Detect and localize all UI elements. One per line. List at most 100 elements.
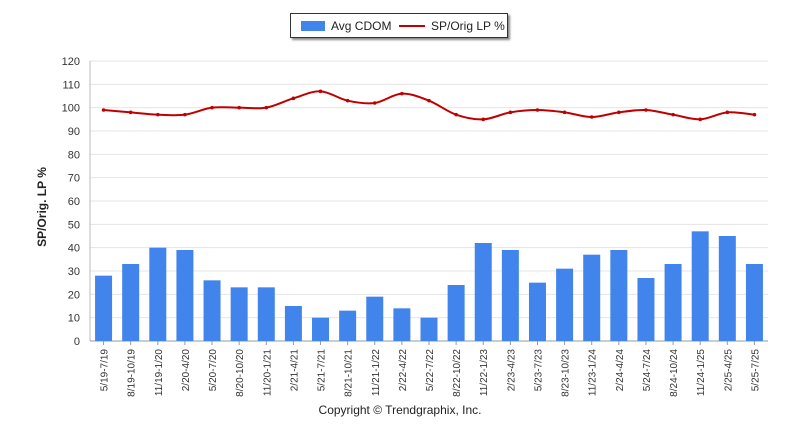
line-point xyxy=(508,110,513,115)
line-point xyxy=(644,108,648,112)
bar xyxy=(257,287,275,341)
line-point xyxy=(617,110,621,115)
y-tick-label: 10 xyxy=(68,313,80,325)
legend-label-line: SP/Orig LP % xyxy=(431,19,505,33)
y-tick-label: 90 xyxy=(68,126,80,138)
bar xyxy=(474,243,492,341)
x-tick-label: 8/24-10/24 xyxy=(669,349,680,397)
x-tick-label: 11/20-1/21 xyxy=(262,349,273,397)
x-tick-label: 11/24-1/25 xyxy=(696,349,707,397)
line-point xyxy=(128,110,133,115)
bar xyxy=(312,317,330,341)
x-tick-label: 2/24-4/24 xyxy=(615,349,626,392)
bar xyxy=(230,287,248,341)
line-point xyxy=(535,108,540,112)
x-tick-label: 8/23-10/23 xyxy=(561,349,572,397)
line-point xyxy=(752,112,757,117)
line-point xyxy=(481,117,486,122)
y-tick-label: 60 xyxy=(68,196,80,208)
x-tick-label: 2/21-4/21 xyxy=(289,349,300,392)
x-tick-label: 5/21-7/21 xyxy=(317,349,328,392)
legend-swatch-bar xyxy=(301,21,325,31)
x-tick-label: 5/23-7/23 xyxy=(533,349,544,392)
line-point xyxy=(210,105,214,110)
x-tick-label: 2/20-4/20 xyxy=(181,349,192,392)
y-axis-label: SP/Orig. LP % xyxy=(35,167,49,247)
line-point xyxy=(237,105,241,110)
line-point xyxy=(671,112,675,117)
x-tick-label: 11/21-1/22 xyxy=(371,349,382,397)
x-tick-label: 8/20-10/20 xyxy=(235,349,246,397)
bar xyxy=(447,285,465,341)
bar xyxy=(339,310,357,341)
line-point xyxy=(427,98,431,103)
x-tick-label: 5/19-7/19 xyxy=(100,349,111,392)
line-point xyxy=(345,98,350,103)
bar xyxy=(366,296,384,341)
line-point xyxy=(183,112,187,117)
y-tick-label: 110 xyxy=(62,79,80,91)
line-point xyxy=(264,105,269,110)
legend-item-bar: Avg CDOM xyxy=(301,19,391,33)
line-point xyxy=(372,101,377,105)
bar xyxy=(176,250,194,341)
y-tick-label: 0 xyxy=(74,336,80,348)
x-tick-label: 2/22-4/22 xyxy=(398,349,409,392)
bar xyxy=(664,264,682,341)
x-tick-label: 11/22-1/23 xyxy=(479,349,490,397)
x-tick-label: 8/19-10/19 xyxy=(127,349,138,397)
bar xyxy=(95,275,113,341)
line-point xyxy=(156,112,160,117)
y-tick-label: 80 xyxy=(68,149,80,161)
line-point xyxy=(101,108,106,112)
x-tick-label: 8/21-10/21 xyxy=(344,349,355,397)
x-tick-label: 5/20-7/20 xyxy=(208,349,219,392)
line-point xyxy=(318,89,323,94)
x-tick-label: 5/24-7/24 xyxy=(642,349,653,392)
bar xyxy=(203,280,221,341)
line-point xyxy=(400,91,404,96)
line-point xyxy=(562,110,567,115)
line-point xyxy=(698,117,702,122)
x-tick-label: 11/23-1/24 xyxy=(588,349,599,397)
x-tick-label: 2/25-4/25 xyxy=(723,349,734,392)
y-tick-label: 120 xyxy=(62,56,80,68)
bar xyxy=(149,247,167,341)
y-tick-label: 50 xyxy=(68,219,80,231)
bar xyxy=(637,278,655,341)
x-tick-label: 11/19-1/20 xyxy=(154,349,165,397)
x-tick-label: 2/23-4/23 xyxy=(506,349,517,392)
bar xyxy=(610,250,628,341)
y-tick-label: 100 xyxy=(62,103,80,115)
line-point xyxy=(589,115,594,119)
bar xyxy=(284,306,302,341)
x-tick-label: 5/25-7/25 xyxy=(750,349,761,392)
y-tick-label: 70 xyxy=(68,173,80,185)
bar xyxy=(718,236,736,341)
bar xyxy=(528,282,546,341)
y-tick-label: 30 xyxy=(68,266,80,278)
bar xyxy=(393,308,411,341)
legend: Avg CDOM SP/Orig LP % xyxy=(290,13,508,38)
bar xyxy=(583,254,601,341)
bar xyxy=(420,317,438,341)
legend-item-line: SP/Orig LP % xyxy=(399,19,505,33)
x-tick-label: 8/22-10/22 xyxy=(452,349,463,397)
y-tick-label: 40 xyxy=(68,243,80,255)
line-point xyxy=(725,110,730,115)
line-series-path xyxy=(103,90,755,121)
bar xyxy=(122,264,140,341)
y-tick-label: 20 xyxy=(68,289,80,301)
line-point xyxy=(291,96,296,101)
bar xyxy=(745,264,763,341)
legend-swatch-line xyxy=(399,25,425,27)
bar xyxy=(691,231,709,341)
copyright-text: Copyright © Trendgraphix, Inc. xyxy=(318,403,482,417)
x-tick-label: 5/22-7/22 xyxy=(425,349,436,392)
bar xyxy=(556,268,574,341)
bar xyxy=(501,250,519,341)
legend-label-bar: Avg CDOM xyxy=(331,19,392,33)
line-point xyxy=(454,112,458,117)
